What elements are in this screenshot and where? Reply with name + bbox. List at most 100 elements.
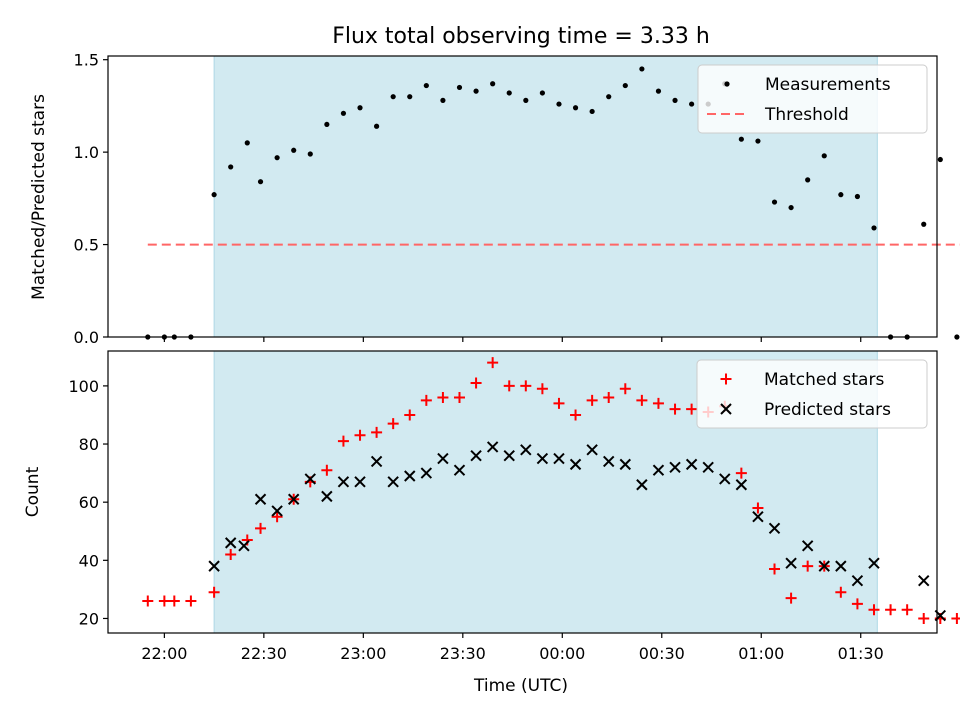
measurement-point	[639, 66, 645, 72]
x-axis-label: Time (UTC)	[473, 676, 568, 696]
predicted-star-point	[208, 560, 220, 572]
measurement-point	[805, 177, 811, 183]
predicted-star-point	[420, 467, 433, 479]
predicted-star-point	[238, 540, 250, 552]
predicted-star-point	[520, 444, 532, 456]
x-tick-label: 22:00	[141, 644, 187, 663]
top-legend: Measurements Threshold	[697, 64, 928, 134]
predicted-star-point	[586, 444, 598, 456]
predicted-star-point	[387, 476, 399, 488]
predicted-star-point	[553, 452, 565, 465]
top-y-axis-label: Matched/Predicted stars	[29, 94, 49, 300]
bottom-panel: Count Time (UTC) 20 40 60 80 100 22:00 22:30 23…	[23, 350, 960, 696]
matched-star-point	[735, 467, 747, 479]
matched-star-point	[255, 522, 267, 534]
measurement-point	[257, 179, 264, 185]
predicted-star-point	[785, 557, 797, 569]
predicted-star-point	[370, 455, 383, 468]
matched-star-point	[619, 383, 631, 395]
measurement-point	[440, 97, 446, 103]
measurement-point	[854, 193, 861, 200]
x-tick-label: 23:30	[440, 644, 486, 663]
matched-star-point	[868, 604, 880, 616]
predicted-star-point	[868, 557, 880, 569]
matched-star-point	[802, 560, 814, 572]
matched-star-point	[536, 383, 548, 395]
measurement-point	[307, 151, 313, 157]
measurement-point	[539, 90, 545, 96]
measurement-point	[473, 88, 479, 94]
matched-star-point	[271, 511, 283, 523]
measurement-point	[506, 90, 512, 96]
matched-star-point	[387, 418, 399, 430]
measurement-point	[954, 334, 960, 340]
predicted-star-point	[337, 476, 350, 488]
bottom-y-tick-label: 60	[79, 493, 99, 512]
matched-star-point	[918, 612, 930, 624]
measurement-point	[937, 156, 943, 163]
x-tick-label: 22:30	[241, 644, 287, 663]
matched-star-point	[142, 595, 154, 607]
predicted-star-point	[254, 493, 267, 505]
measurement-point	[788, 204, 794, 211]
measurement-point	[755, 138, 761, 144]
matched-star-point	[603, 392, 615, 404]
measurement-point	[373, 123, 380, 129]
legend-box	[697, 64, 928, 134]
matched-star-point	[851, 598, 863, 610]
measurement-point	[821, 153, 827, 159]
measurement-point	[490, 81, 496, 87]
measurement-point	[228, 164, 234, 170]
matched-star-point	[570, 409, 582, 421]
top-y-tick-label: 1.5	[74, 51, 99, 70]
measurement-point	[407, 94, 413, 100]
chart-title: Flux total observing time = 3.33 h	[332, 24, 710, 49]
predicted-star-point	[735, 479, 748, 491]
measurement-point	[589, 108, 595, 115]
measurement-point	[211, 192, 217, 198]
bottom-y-tick-label: 40	[79, 551, 99, 570]
measurement-point	[871, 225, 877, 231]
predicted-star-point	[287, 493, 300, 505]
predicted-star-point	[652, 464, 665, 476]
matched-star-point	[951, 612, 960, 624]
legend-label: Threshold	[764, 105, 849, 125]
matched-star-point	[225, 549, 237, 561]
predicted-star-point	[685, 458, 698, 471]
matched-star-point	[885, 604, 897, 616]
measurement-point	[390, 94, 396, 100]
bottom-y-tick-label: 80	[79, 435, 99, 454]
matched-star-point	[158, 595, 170, 607]
x-tick-label: 01:00	[738, 644, 784, 663]
matched-star-point	[487, 357, 499, 369]
measurement-point	[274, 155, 280, 161]
measurement-point	[357, 105, 363, 111]
measurement-point	[606, 94, 612, 100]
predicted-star-point	[404, 470, 416, 482]
predicted-star-point	[453, 464, 466, 476]
matched-star-point	[901, 604, 913, 616]
matched-star-point	[371, 426, 383, 438]
top-y-tick-label: 0.5	[74, 236, 99, 255]
predicted-star-point	[619, 458, 632, 471]
matched-star-point	[686, 403, 698, 415]
matched-star-point	[354, 429, 366, 441]
bottom-axes-frame	[107, 350, 938, 634]
matched-star-point	[337, 435, 349, 447]
measurement-point	[672, 97, 678, 103]
measurement-point	[921, 221, 927, 227]
measurement-point	[622, 82, 628, 89]
legend-marker-measurements	[724, 81, 730, 87]
top-y-tick-label: 0.0	[74, 328, 99, 347]
predicted-star-point	[636, 479, 648, 491]
legend-marker-predicted	[720, 403, 732, 415]
top-y-tick-label: 1.0	[74, 143, 99, 162]
measurement-point	[838, 192, 844, 198]
predicted-star-point	[569, 458, 582, 471]
measurement-point	[572, 105, 579, 111]
matched-star-point	[208, 586, 220, 598]
measurement-point	[771, 199, 778, 205]
matched-star-point	[636, 394, 648, 406]
predicted-star-point	[354, 476, 366, 488]
measurement-point	[523, 97, 529, 103]
